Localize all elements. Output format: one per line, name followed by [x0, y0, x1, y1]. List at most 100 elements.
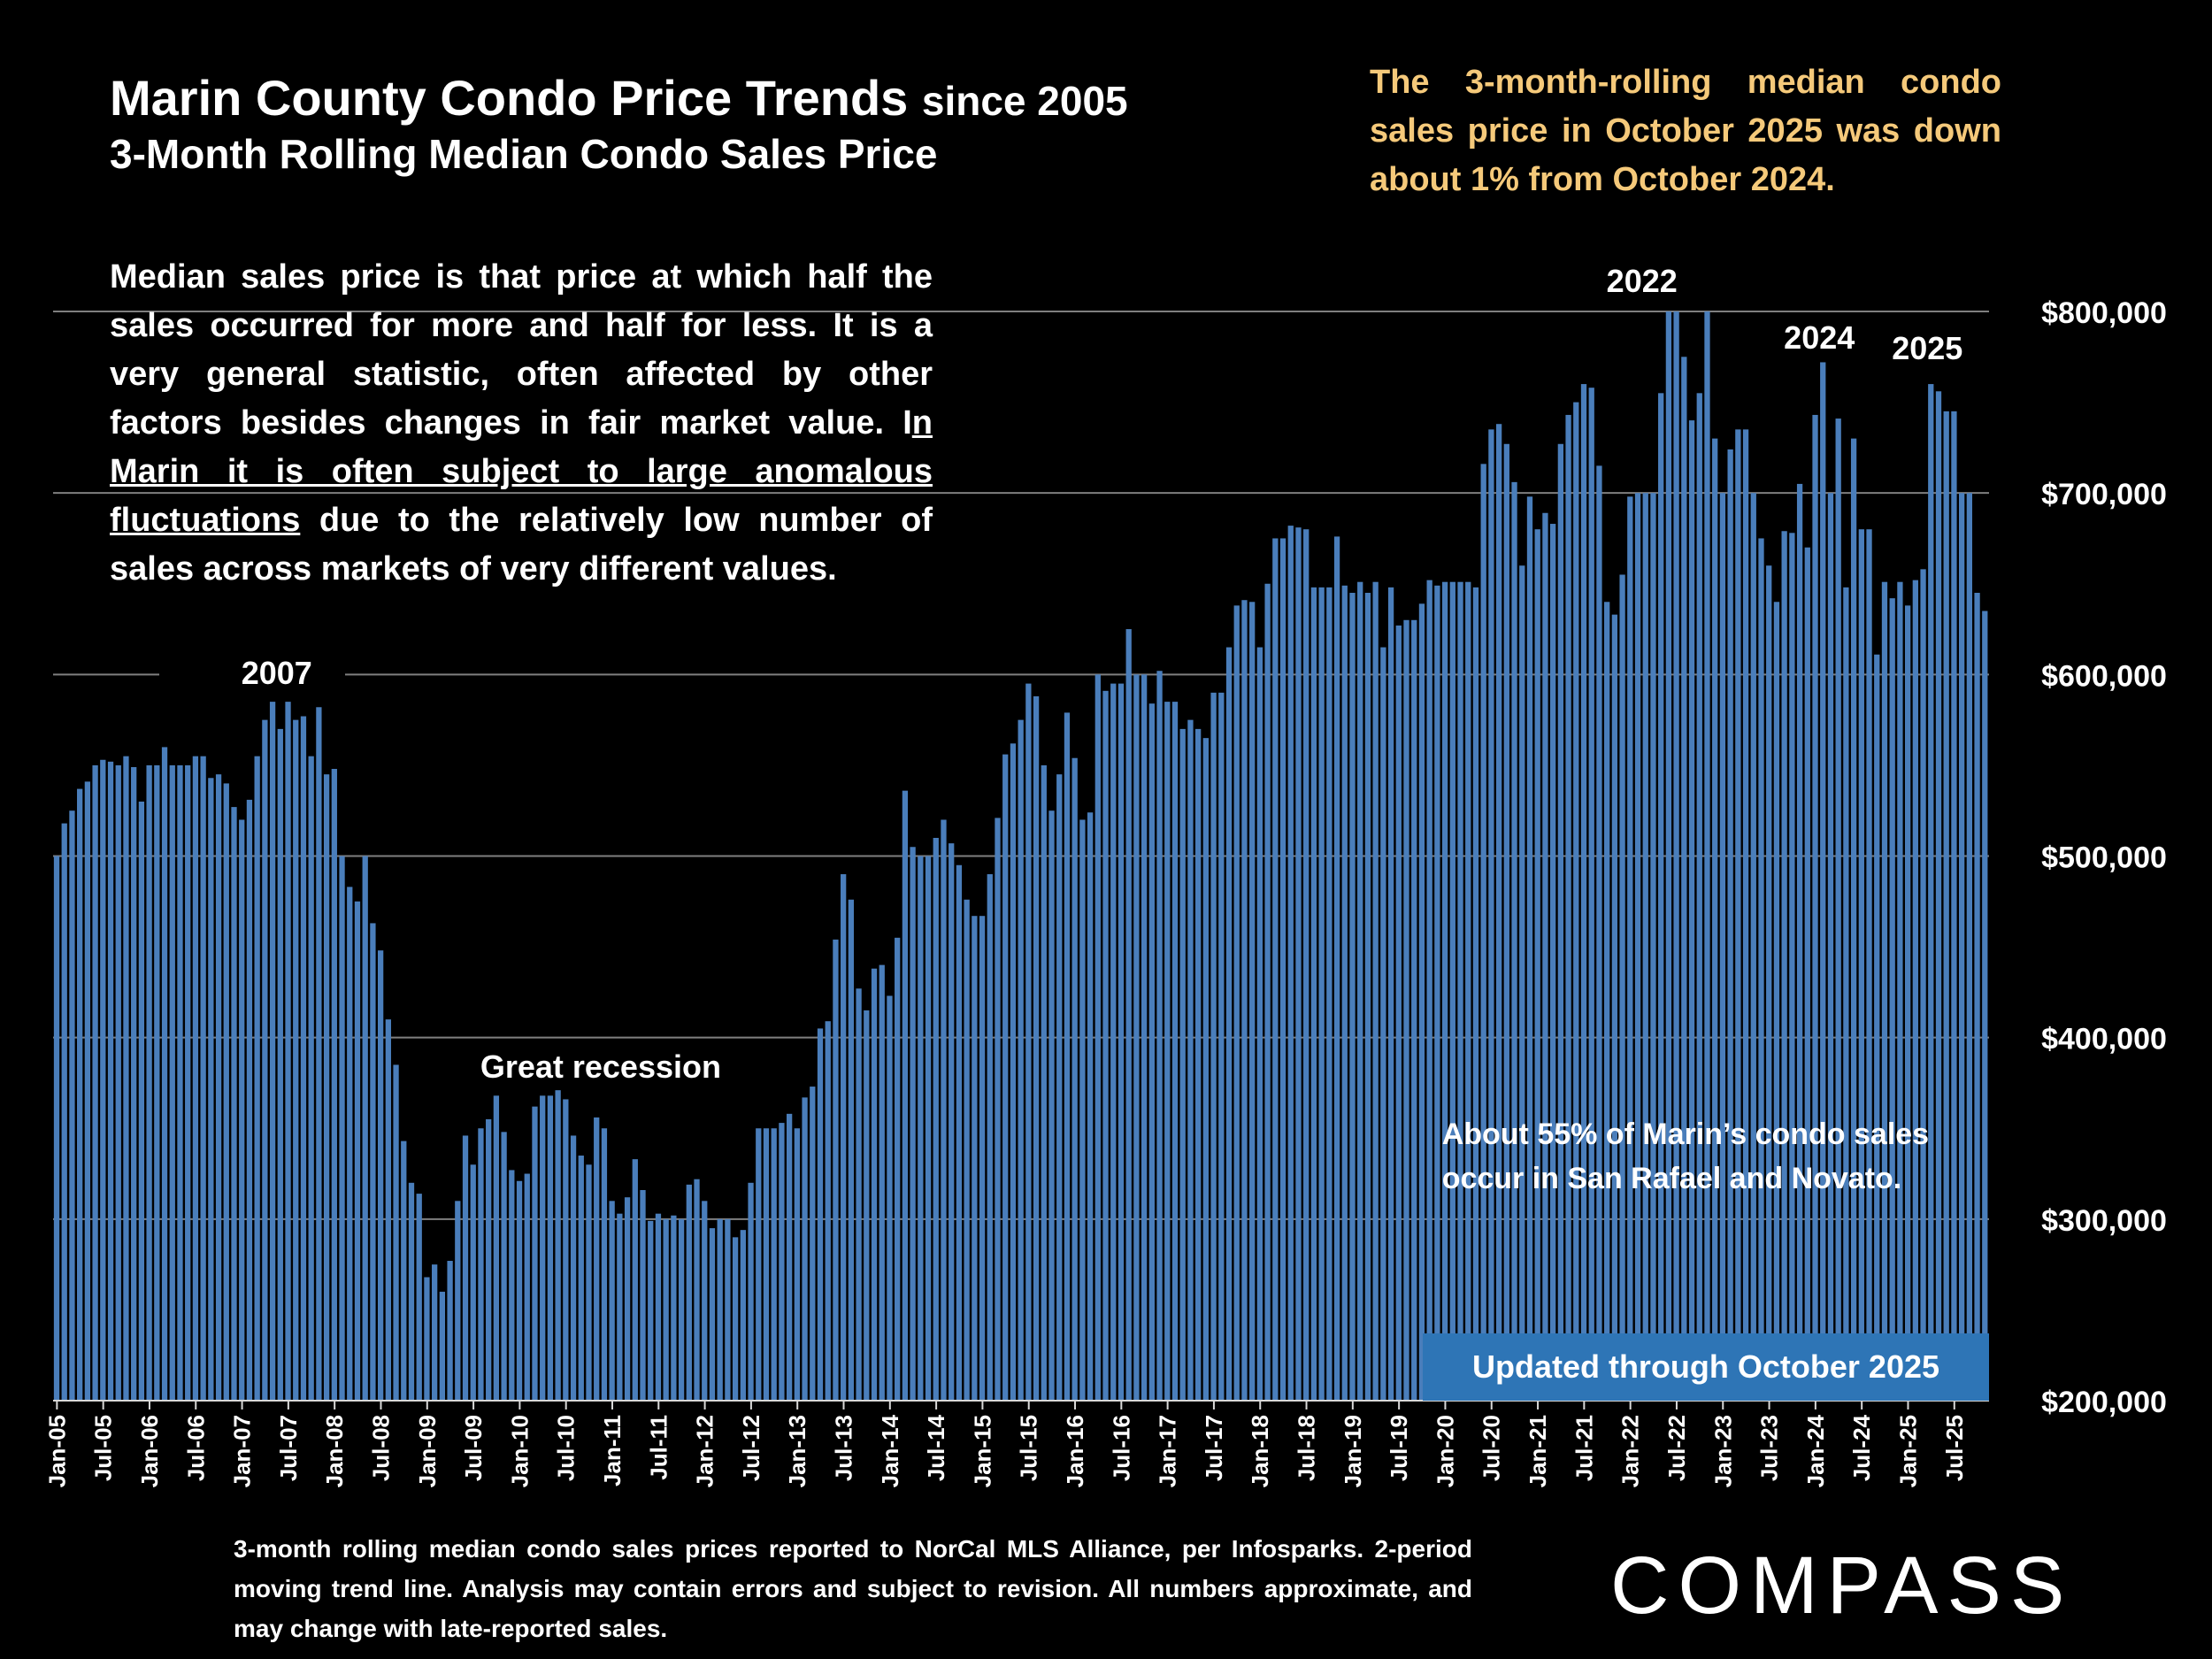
bar: [1820, 362, 1826, 1402]
bar: [1858, 529, 1864, 1401]
bar: [1118, 683, 1125, 1401]
bar: [1310, 587, 1317, 1401]
note-text-2: due to the relatively low number of sale…: [110, 502, 933, 588]
bar: [300, 716, 307, 1401]
bar: [331, 769, 337, 1401]
bar: [810, 1087, 816, 1401]
bar: [956, 864, 963, 1401]
bar: [1542, 512, 1548, 1401]
x-tick-label: Jul-09: [460, 1415, 487, 1481]
bar: [601, 1128, 608, 1401]
y-axis: $200,000 $300,000 $400,000 $500,000 $600,000…: [2041, 296, 2167, 1419]
bar: [1087, 812, 1094, 1401]
bar: [1966, 493, 1972, 1402]
bar: [910, 847, 916, 1401]
bar: [308, 756, 314, 1401]
bar: [802, 1097, 808, 1401]
bar: [694, 1179, 700, 1401]
bar: [1225, 647, 1233, 1401]
bar: [1719, 493, 1726, 1402]
bar: [1326, 587, 1333, 1401]
bar: [131, 766, 137, 1401]
bar: [1742, 429, 1749, 1401]
bar: [1318, 587, 1325, 1401]
bar: [401, 1141, 407, 1401]
bar: [1611, 614, 1618, 1401]
bar: [825, 1021, 831, 1401]
x-tick-label: Jan-14: [877, 1414, 903, 1487]
note-underlined: n Marin it is often subject to large ano…: [110, 404, 933, 539]
bar: [1372, 581, 1379, 1401]
bar: [624, 1197, 631, 1401]
bar: [424, 1277, 430, 1401]
bar: [1881, 581, 1888, 1401]
bar: [1943, 411, 1949, 1402]
compass-logo: COMPASS: [1610, 1540, 2074, 1631]
bar: [972, 916, 978, 1401]
bar: [1619, 574, 1625, 1401]
x-tick-label: Jul-21: [1571, 1415, 1597, 1481]
bar: [1380, 647, 1386, 1401]
x-tick-label: Jul-25: [1941, 1415, 1968, 1481]
x-tick-label: Jan-16: [1062, 1415, 1088, 1487]
bar: [138, 801, 145, 1401]
bar: [1156, 671, 1163, 1401]
bar: [1033, 695, 1040, 1401]
x-tick-label: Jan-06: [136, 1415, 163, 1487]
bar: [231, 807, 237, 1401]
x-tick-label: Jan-12: [692, 1415, 718, 1487]
bar: [470, 1164, 476, 1401]
bar: [1264, 583, 1271, 1401]
bar: [316, 707, 322, 1401]
x-tick-label: Jul-12: [738, 1415, 764, 1481]
bar: [1634, 493, 1641, 1402]
bar: [540, 1095, 546, 1401]
bar: [787, 1113, 793, 1401]
bar: [1102, 690, 1109, 1401]
bar: [655, 1213, 662, 1401]
bar: [895, 937, 901, 1401]
bar: [1018, 719, 1024, 1402]
bar: [887, 995, 893, 1401]
y-tick-label: $400,000: [2041, 1023, 2167, 1056]
bar: [1249, 602, 1256, 1401]
x-tick-label: Jan-19: [1340, 1415, 1366, 1487]
bar: [717, 1218, 723, 1401]
annotation-2022: 2022: [1607, 263, 1678, 299]
bar: [547, 1095, 554, 1401]
bar: [1897, 581, 1903, 1401]
bar: [1642, 493, 1648, 1402]
bar: [146, 764, 152, 1401]
bar: [779, 1123, 785, 1401]
bar: [385, 1019, 391, 1401]
bar: [933, 837, 939, 1401]
bar: [632, 1159, 638, 1401]
bar: [1827, 493, 1834, 1402]
bar: [1526, 496, 1533, 1401]
bar: [1627, 496, 1633, 1401]
bar: [1465, 581, 1471, 1401]
source-footnote: 3-month rolling median condo sales price…: [234, 1535, 1472, 1642]
bar: [1125, 629, 1132, 1401]
bar: [1303, 529, 1310, 1401]
bar: [756, 1128, 762, 1401]
bar: [1928, 384, 1934, 1401]
bar: [609, 1201, 615, 1401]
bar: [1256, 647, 1263, 1401]
bar: [578, 1156, 584, 1401]
x-tick-label: Jan-08: [321, 1415, 348, 1487]
bar: [1519, 565, 1525, 1401]
bar: [192, 756, 199, 1401]
chart-title-main: Marin County Condo Price Trends: [110, 70, 909, 126]
bar: [879, 964, 885, 1401]
x-tick-label: Jul-07: [275, 1415, 302, 1481]
updated-badge: [1423, 1333, 1989, 1401]
bar: [740, 1230, 746, 1401]
title-block: Marin County Condo Price Trends since 20…: [110, 69, 1128, 178]
x-tick-label: Jan-07: [229, 1415, 256, 1487]
bar: [123, 756, 129, 1401]
bar: [1843, 587, 1849, 1401]
bar: [1357, 581, 1363, 1401]
bar: [1148, 703, 1155, 1401]
bar: [1550, 524, 1556, 1401]
